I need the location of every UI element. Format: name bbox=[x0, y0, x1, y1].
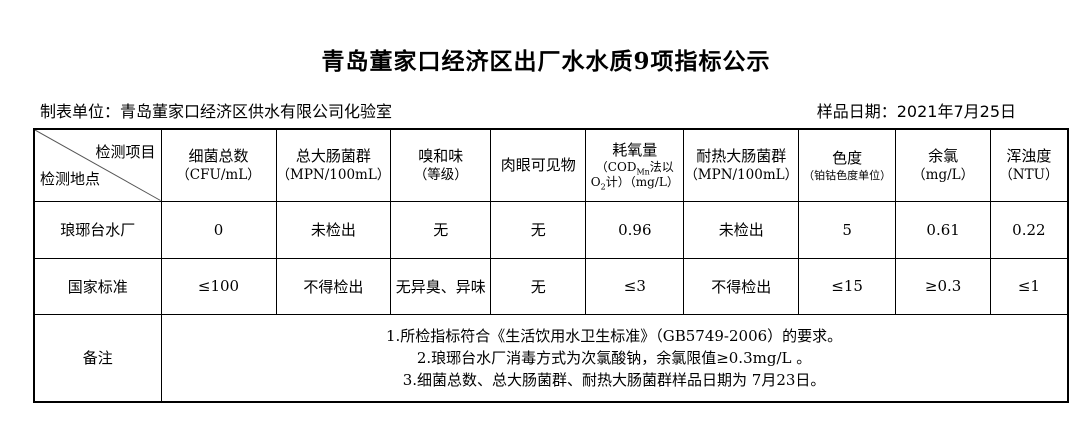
corner-label-items: 检测项目 bbox=[95, 143, 156, 161]
water-quality-table: 检测项目 检测地点 细菌总数 （CFU/mL） 总大肠菌群 （MPN/100mL… bbox=[33, 128, 1069, 403]
col-header-thermotolerant-coliform: 耐热大肠菌群 （MPN/100mL） bbox=[683, 128, 800, 202]
cod-text: （COD bbox=[595, 160, 637, 175]
value-cell: 未检出 bbox=[683, 200, 800, 259]
value-cell: 无 bbox=[490, 257, 587, 315]
header-line3: O2计）（mg/L） bbox=[587, 175, 683, 192]
header-row: 检测项目 检测地点 细菌总数 （CFU/mL） 总大肠菌群 （MPN/100mL… bbox=[33, 128, 1069, 202]
value-cell: 0.96 bbox=[585, 200, 685, 259]
value-cell: ≥0.3 bbox=[895, 257, 992, 315]
value-cell: 0.22 bbox=[990, 200, 1069, 259]
sample-date-label: 样品日期：2021年7月25日 bbox=[816, 102, 1016, 121]
corner-label-sites: 检测地点 bbox=[40, 169, 101, 188]
header-line2: （铂钴色度单位） bbox=[803, 168, 892, 182]
header-line1: 嗅和味 bbox=[418, 146, 464, 165]
header-line1: 浑浊度 bbox=[1006, 146, 1052, 165]
header-line2: （CFU/mL） bbox=[176, 166, 261, 183]
header-line1: 余氯 bbox=[928, 146, 959, 165]
page-title: 青岛董家口经济区出厂水水质9项指标公示 bbox=[321, 48, 771, 75]
header-line1: 耐热大肠菌群 bbox=[696, 146, 787, 165]
remark-line-2: 2.琅琊台水厂消毒方式为次氯酸钠，余氯限值≥0.3mg/L 。 bbox=[416, 348, 812, 367]
header-line1: 细菌总数 bbox=[188, 146, 249, 165]
row-label-standard: 国家标准 bbox=[33, 257, 162, 315]
header-line2: （NTU） bbox=[999, 166, 1059, 183]
col-header-total-coliform: 总大肠菌群 （MPN/100mL） bbox=[275, 128, 392, 202]
header-line2: （MPN/100mL） bbox=[276, 166, 391, 183]
cod-text: 法以 bbox=[649, 160, 674, 175]
header-line1: 耗氧量 bbox=[612, 141, 658, 160]
header-line1: 色度 bbox=[832, 148, 863, 167]
remark-label: 备注 bbox=[33, 313, 162, 403]
col-header-total-bacteria: 细菌总数 （CFU/mL） bbox=[160, 128, 277, 202]
value-cell: ≤3 bbox=[585, 257, 685, 315]
value-cell: 5 bbox=[798, 200, 897, 259]
col-header-odor: 嗅和味 （等级） bbox=[390, 128, 492, 202]
header-line2: （mg/L） bbox=[912, 166, 975, 183]
value-cell: 无 bbox=[490, 200, 587, 259]
col-header-turbidity: 浑浊度 （NTU） bbox=[990, 128, 1069, 202]
header-line1: 肉眼可见物 bbox=[500, 156, 576, 175]
table-row-national-standard: 国家标准 ≤100 不得检出 无异臭、异味 无 ≤3 不得检出 ≤15 ≥0.3… bbox=[33, 257, 1069, 315]
remark-line-3: 3.细菌总数、总大肠菌群、耐热大肠菌群样品日期为 7月23日。 bbox=[402, 370, 826, 389]
remark-line-1: 1.所检指标符合《生活饮用水卫生标准》（GB5749-2006）的要求。 bbox=[385, 326, 843, 345]
header-line1: 总大肠菌群 bbox=[295, 146, 371, 165]
row-label-plant: 琅琊台水厂 bbox=[33, 200, 162, 259]
header-line2: （等级） bbox=[413, 166, 468, 183]
corner-cell: 检测项目 检测地点 bbox=[33, 128, 162, 202]
header-line2: （CODMn法以 bbox=[587, 160, 683, 177]
value-cell: ≤15 bbox=[798, 257, 897, 315]
issuer-label: 制表单位：青岛董家口经济区供水有限公司化验室 bbox=[40, 102, 393, 121]
value-cell: 无异臭、异味 bbox=[390, 257, 492, 315]
col-header-cod: 耗氧量 （CODMn法以 O2计）（mg/L） bbox=[585, 128, 685, 202]
value-cell: 未检出 bbox=[275, 200, 392, 259]
cod-unit: （mg/L） bbox=[629, 175, 679, 190]
header-line2: （MPN/100mL） bbox=[684, 166, 799, 183]
cod-text: 计） bbox=[605, 175, 630, 190]
value-cell: 不得检出 bbox=[683, 257, 800, 315]
value-cell: 0 bbox=[160, 200, 277, 259]
value-cell: ≤1 bbox=[990, 257, 1069, 315]
cod-text: O bbox=[590, 175, 601, 190]
col-header-color: 色度 （铂钴色度单位） bbox=[798, 128, 897, 202]
value-cell: 无 bbox=[390, 200, 492, 259]
value-cell: ≤100 bbox=[160, 257, 277, 315]
meta-row: 制表单位：青岛董家口经济区供水有限公司化验室 样品日期：2021年7月25日 bbox=[40, 98, 1052, 122]
col-header-visible-matter: 肉眼可见物 bbox=[490, 128, 587, 202]
value-cell: 0.61 bbox=[895, 200, 992, 259]
col-header-residual-chlorine: 余氯 （mg/L） bbox=[895, 128, 992, 202]
diagonal-line bbox=[35, 130, 160, 200]
cod-subscript-mn: Mn bbox=[636, 167, 650, 177]
cod-subscript-2: 2 bbox=[600, 182, 606, 192]
table-row-langyatai: 琅琊台水厂 0 未检出 无 无 0.96 未检出 5 0.61 0.22 bbox=[33, 200, 1069, 259]
remark-notes: 1.所检指标符合《生活饮用水卫生标准》（GB5749-2006）的要求。 2.琅… bbox=[160, 313, 1069, 403]
remark-row: 备注 1.所检指标符合《生活饮用水卫生标准》（GB5749-2006）的要求。 … bbox=[33, 313, 1069, 403]
value-cell: 不得检出 bbox=[275, 257, 392, 315]
